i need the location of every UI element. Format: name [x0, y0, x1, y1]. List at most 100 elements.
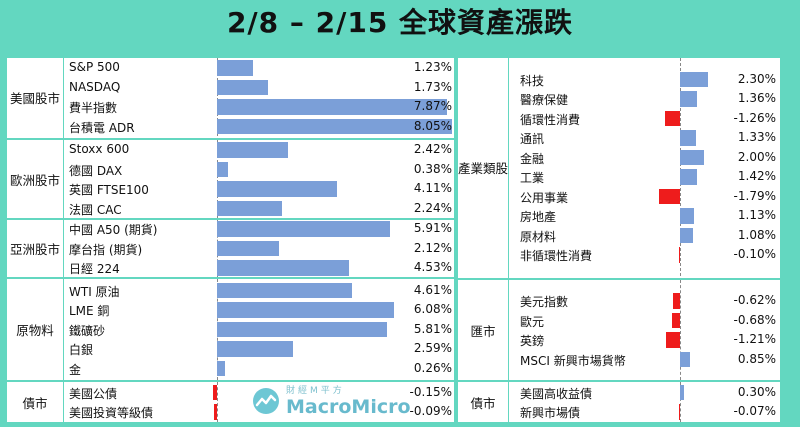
asset-group: 亞洲股市 中國 A50 (期貨) 5.91% 摩台指 (期貨) 2.12% 日經 224 4…	[7, 218, 454, 277]
value-label: 7.87%	[413, 99, 452, 113]
row-label: 鐵礦砂	[69, 323, 106, 338]
bar	[217, 321, 387, 338]
watermark: 財經M平方 MacroMicro	[252, 383, 411, 418]
row-label: 通訊	[520, 132, 545, 146]
group-label: 匯市	[470, 323, 496, 339]
row-label: 費半指數	[69, 101, 118, 115]
bar	[212, 384, 217, 400]
bar	[217, 302, 395, 318]
watermark-small-text: 財經M平方	[286, 386, 345, 396]
value-label: 2.59%	[413, 341, 452, 356]
bar	[217, 161, 229, 177]
row-label: 美國高收益債	[520, 386, 593, 401]
bar	[680, 208, 694, 224]
bar	[678, 247, 681, 263]
group-label: 債市	[22, 395, 48, 411]
row-label: 台積電 ADR	[69, 120, 135, 135]
asset-group: 債市 美國高收益債 0.30% 新興市場債 -0.07%	[458, 380, 780, 422]
row-label: 非循環性消費	[520, 249, 593, 263]
watermark-brand-text: MacroMicro	[286, 396, 411, 418]
value-label: 2.00%	[737, 149, 776, 164]
bar	[680, 227, 694, 243]
value-label: 1.36%	[737, 91, 776, 105]
group-label: 產業類股	[458, 160, 509, 176]
bar	[217, 60, 253, 76]
value-label: 1.13%	[737, 208, 776, 222]
row-label: 白銀	[69, 343, 94, 358]
bar	[680, 351, 691, 367]
group-column-divider	[508, 58, 509, 422]
row-label: 英鎊	[520, 334, 545, 348]
bar	[217, 181, 337, 197]
value-label: -1.26%	[733, 110, 776, 125]
bar	[672, 293, 681, 309]
bar	[680, 149, 705, 165]
bar	[680, 130, 697, 146]
value-label: 0.85%	[737, 351, 776, 366]
row-label: 新興市場債	[520, 406, 581, 420]
left-asset-panel: 美國股市 S&P 500 1.23% NASDAQ 1.73% 費半指數 7.87% 台積電 …	[7, 58, 454, 422]
value-label: 0.30%	[737, 384, 776, 399]
value-label: -0.07%	[733, 404, 776, 418]
asset-group: 歐洲股市 Stoxx 600 2.42% 德國 DAX 0.38% 英國 FTSE100 4…	[7, 138, 454, 218]
bar	[217, 142, 288, 158]
row-label: 英國 FTSE100	[69, 183, 149, 197]
row-label: 房地產	[520, 210, 557, 224]
value-label: 4.53%	[413, 260, 452, 275]
row-label: 原材料	[520, 229, 557, 244]
group-label: 原物料	[16, 323, 54, 338]
group-label: 歐洲股市	[9, 172, 60, 188]
asset-group: 匯市 美元指數 -0.62% 歐元 -0.68% 英鎊 -1.21% MSCI 新興市場貨幣 0…	[458, 278, 780, 380]
row-label: MSCI 新興市場貨幣	[520, 353, 626, 368]
bar	[671, 312, 681, 328]
group-label: 美國股市	[9, 90, 60, 106]
bar	[217, 118, 452, 134]
page-title: 2/8 – 2/15 全球資產漲跌	[226, 6, 574, 39]
row-label: 美國公債	[69, 386, 118, 401]
zero-line	[680, 382, 682, 422]
value-label: 8.05%	[413, 118, 452, 133]
value-label: 0.38%	[413, 161, 452, 176]
row-label: 工業	[520, 171, 545, 185]
row-label: Stoxx 600	[69, 142, 130, 156]
row-label: 美元指數	[520, 295, 569, 309]
value-label: 2.24%	[413, 200, 452, 215]
value-label: 1.23%	[413, 60, 452, 74]
value-label: 2.42%	[413, 142, 452, 156]
bar	[217, 200, 283, 216]
row-label: 金融	[520, 151, 545, 166]
value-label: -1.79%	[733, 188, 776, 203]
zero-line	[680, 58, 682, 276]
bar	[664, 110, 681, 126]
value-label: -0.62%	[733, 293, 776, 307]
value-label: -0.15%	[409, 384, 452, 399]
value-label: 1.42%	[737, 169, 776, 183]
asset-group: 原物料 WTI 原油 4.61% LME 銅 6.08% 鐵礦砂 5.81% 白銀 2.59% 金…	[7, 277, 454, 380]
row-label: 循環性消費	[520, 112, 581, 127]
value-label: 5.91%	[413, 221, 452, 236]
asset-group: 債市 美國公債 -0.15% 美國投資等級債 -0.09%	[7, 380, 454, 422]
value-label: 1.33%	[737, 130, 776, 144]
zero-line	[217, 382, 218, 422]
zero-line	[217, 140, 218, 218]
value-label: -1.21%	[733, 332, 776, 346]
row-label: NASDAQ	[69, 79, 121, 94]
bar	[214, 404, 217, 420]
row-label: S&P 500	[69, 60, 120, 74]
row-label: 美國投資等級債	[69, 406, 154, 420]
row-label: 金	[69, 362, 82, 377]
bar	[217, 79, 268, 95]
row-label: 摩台指 (期貨)	[69, 242, 143, 257]
right-asset-panel: 產業類股 科技 2.30% 醫療保健 1.36% 循環性消費 -1.26% 通訊 1.33% 金融…	[458, 58, 780, 422]
value-label: -0.68%	[733, 312, 776, 327]
bar	[217, 360, 225, 377]
asset-group: 產業類股 科技 2.30% 醫療保健 1.36% 循環性消費 -1.26% 通訊 1.33% 金融…	[458, 58, 780, 276]
bar	[658, 188, 681, 204]
row-label: 中國 A50 (期貨)	[69, 223, 158, 238]
bar	[217, 260, 350, 276]
row-label: 法國 CAC	[69, 202, 122, 217]
value-label: 4.11%	[413, 181, 452, 195]
bar	[665, 332, 681, 348]
row-label: 德國 DAX	[69, 163, 123, 178]
value-label: 6.08%	[413, 302, 452, 317]
